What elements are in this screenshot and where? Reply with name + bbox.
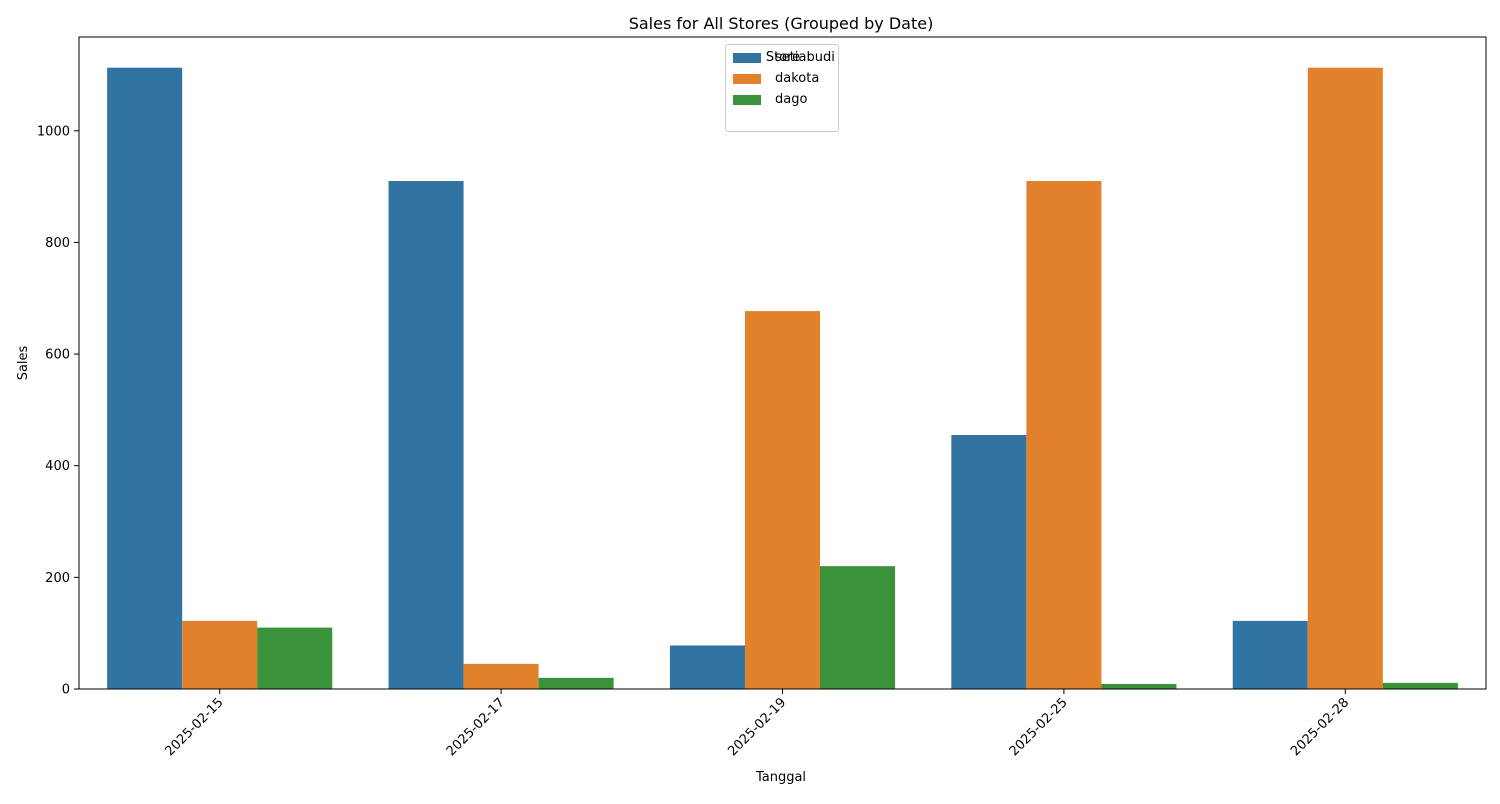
bar-setiabudi-2025-02-28 bbox=[1232, 620, 1308, 689]
bar-setiabudi-2025-02-17 bbox=[388, 181, 464, 689]
bar-dakota-2025-02-15 bbox=[182, 620, 258, 689]
y-tick-label: 1000 bbox=[37, 124, 70, 139]
bar-dakota-2025-02-19 bbox=[744, 311, 821, 689]
y-tick-label: 0 bbox=[62, 683, 70, 698]
bars-layer bbox=[107, 67, 1458, 690]
y-tick-label: 200 bbox=[45, 571, 70, 586]
y-tick-label: 600 bbox=[45, 348, 70, 363]
bar-dakota-2025-02-17 bbox=[463, 663, 539, 689]
bar-dago-2025-02-19 bbox=[820, 566, 896, 689]
y-axis-label: Sales bbox=[16, 345, 31, 380]
bar-dakota-2025-02-28 bbox=[1307, 67, 1383, 690]
bar-setiabudi-2025-02-19 bbox=[669, 645, 745, 689]
legend-title: Store bbox=[765, 50, 801, 65]
legend-swatch-dago bbox=[733, 95, 761, 105]
x-tick-label: 2025-02-19 bbox=[725, 695, 789, 759]
x-tick-label: 2025-02-15 bbox=[162, 695, 226, 759]
legend-item-setiabudi: setiabudi bbox=[733, 50, 835, 66]
x-tick-label: 2025-02-28 bbox=[1288, 695, 1352, 759]
legend-swatch-setiabudi bbox=[733, 53, 761, 63]
bar-dago-2025-02-25 bbox=[1101, 683, 1177, 689]
legend-label-setiabudi: setiabudi bbox=[775, 50, 835, 65]
legend-label-dago: dago bbox=[775, 92, 808, 107]
y-tick-label: 400 bbox=[45, 459, 70, 474]
legend-item-dakota: dakota bbox=[733, 71, 819, 87]
legend: Store setiabudi dakota dago bbox=[725, 44, 839, 132]
x-tick-label: 2025-02-17 bbox=[444, 695, 508, 759]
bar-dago-2025-02-15 bbox=[257, 627, 333, 689]
legend-item-dago: dago bbox=[733, 92, 807, 108]
legend-label-dakota: dakota bbox=[775, 71, 820, 86]
y-tick-label: 800 bbox=[45, 236, 70, 251]
x-tick-label: 2025-02-25 bbox=[1007, 695, 1071, 759]
bar-dago-2025-02-28 bbox=[1382, 682, 1458, 689]
bar-dago-2025-02-17 bbox=[538, 677, 614, 689]
chart-title: Sales for All Stores (Grouped by Date) bbox=[629, 14, 934, 33]
bar-dakota-2025-02-25 bbox=[1026, 181, 1102, 689]
bar-setiabudi-2025-02-15 bbox=[107, 67, 183, 690]
bar-setiabudi-2025-02-25 bbox=[951, 435, 1027, 689]
legend-swatch-dakota bbox=[733, 74, 761, 84]
x-axis-label: Tanggal bbox=[755, 770, 806, 785]
